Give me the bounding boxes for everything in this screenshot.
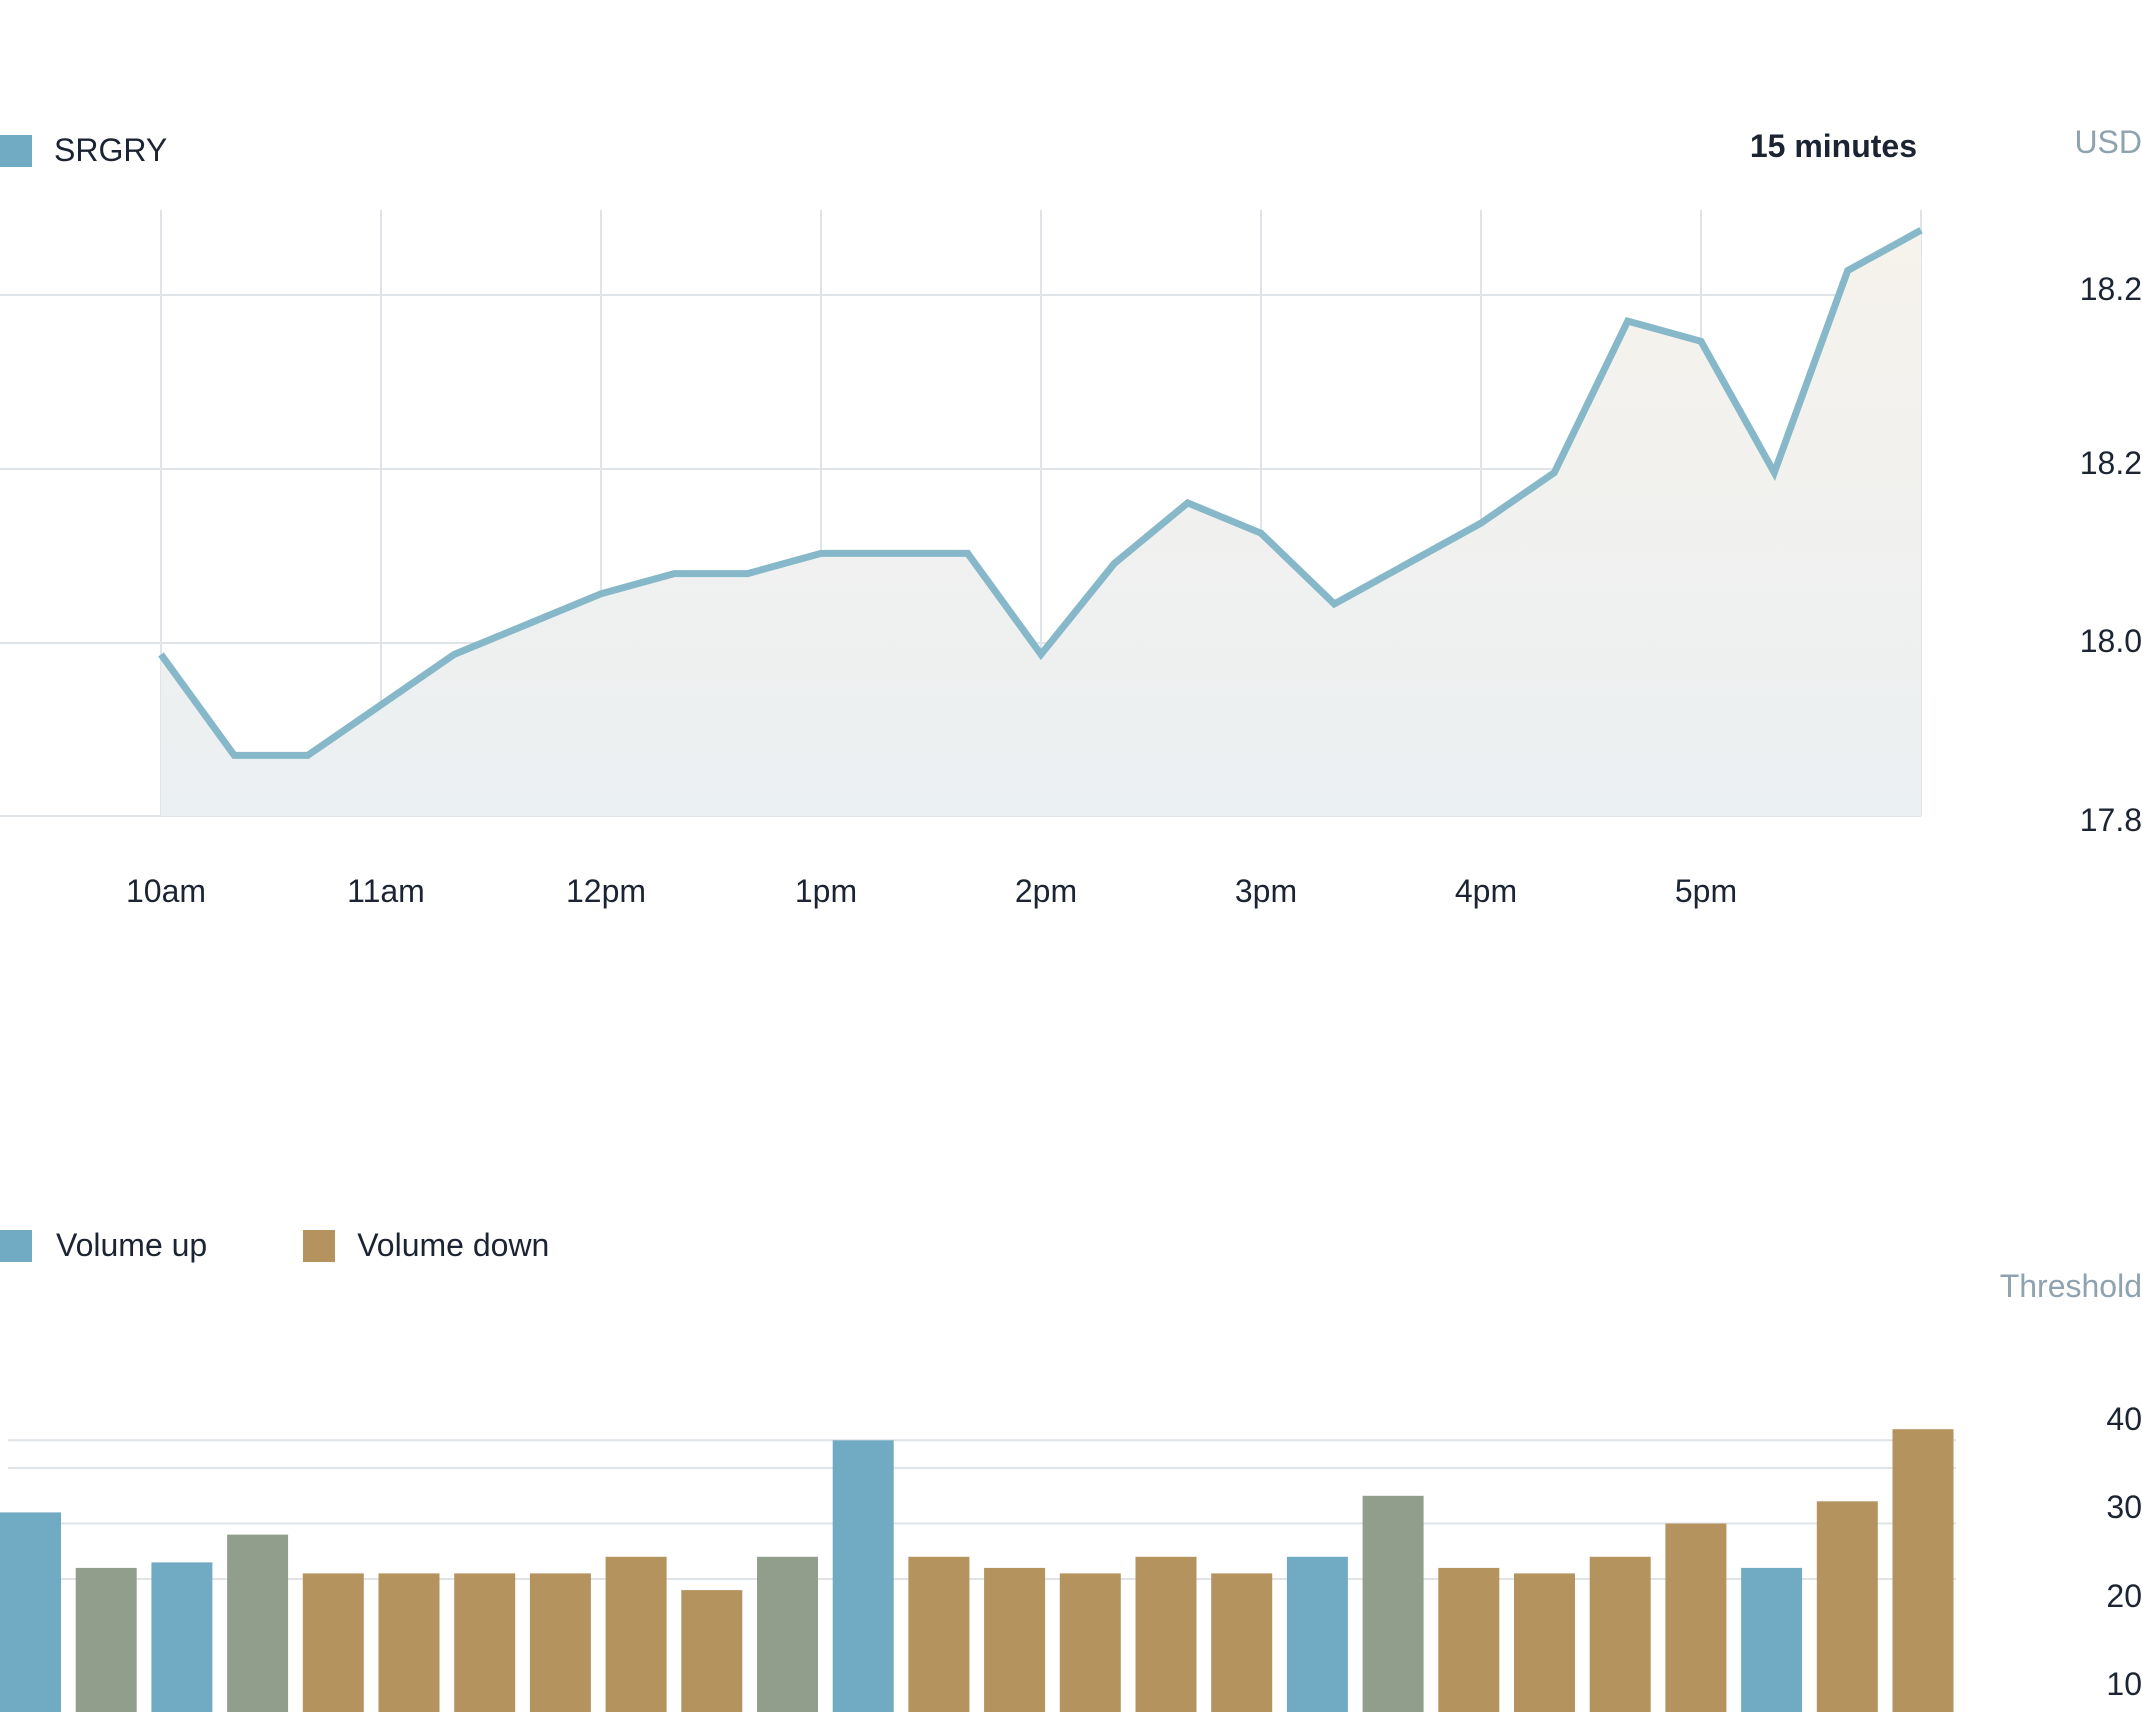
volume-bar [757,1556,818,1712]
price-legend: SRGRY [0,132,167,169]
volume-bar [378,1573,440,1712]
volume-bar [1286,1556,1348,1712]
volume-bar [1816,1501,1878,1712]
volume-grid [8,1439,1956,1580]
price-y-tick-label: 18.2 [2080,445,2142,481]
volume-y-tick-label: 20 [2106,1578,2142,1614]
volume-down-label: Volume down [357,1227,550,1263]
volume-bar [1362,1495,1424,1712]
volume-y-tick-label: 40 [2106,1401,2142,1437]
price-x-tick-label: 12pm [566,873,646,909]
volume-bar [984,1567,1046,1712]
volume-bar [681,1590,743,1712]
volume-bar [1059,1573,1121,1712]
volume-bars [0,1429,1954,1712]
price-chart: 10am 11am 12pm 1pm 2pm 3pm 4pm 5pm 18.2 18.2 18.0… [0,210,2142,909]
price-unit-label: USD [2074,124,2142,160]
volume-bar [1589,1556,1651,1712]
volume-bar [1135,1556,1197,1712]
price-x-tick-label: 11am [347,873,425,909]
volume-bar [1438,1567,1500,1712]
volume-bar [529,1573,591,1712]
price-y-tick-label: 18.2 [2080,271,2142,307]
volume-bar [1514,1573,1575,1712]
volume-legend: Volume up Volume down [0,1227,549,1264]
price-area [161,230,1921,816]
volume-axis-title: Threshold [1999,1268,2142,1304]
volume-y-axis: 40 30 20 10 [2106,1401,2142,1702]
volume-bar [302,1573,364,1712]
price-x-tick-label: 2pm [1015,873,1077,909]
price-line [158,227,1923,759]
volume-bar [454,1573,516,1712]
volume-bar [908,1556,970,1712]
volume-bar [1741,1567,1803,1712]
price-y-tick-label: 17.8 [2080,802,2142,838]
volume-y-tick-label: 10 [2106,1666,2142,1702]
interval-label: 15 minutes [1749,128,1917,164]
volume-bar [832,1440,894,1712]
price-x-tick-label: 10am [126,873,206,909]
volume-bar [75,1567,137,1712]
price-x-axis: 10am 11am 12pm 1pm 2pm 3pm 4pm 5pm [126,873,1737,909]
volume-bar [227,1534,289,1712]
price-y-axis: 18.2 18.2 18.0 17.8 [2080,271,2142,838]
volume-up-label: Volume up [56,1227,208,1263]
volume-bar [0,1512,61,1712]
price-legend-swatch [0,134,32,167]
price-y-tick-label: 18.0 [2080,623,2142,659]
volume-bar [1211,1573,1273,1712]
volume-y-tick-label: 30 [2106,1489,2142,1525]
price-legend-label: SRGRY [54,132,168,168]
price-x-tick-label: 5pm [1675,873,1737,909]
volume-bar [1892,1429,1954,1712]
volume-down-swatch [303,1229,336,1262]
volume-bar [151,1562,213,1712]
volume-up-swatch [0,1229,32,1262]
price-x-tick-label: 4pm [1455,873,1517,909]
volume-bar [1665,1523,1727,1712]
volume-bar [605,1556,667,1712]
volume-chart: 40 30 20 10 [0,1401,2142,1712]
price-x-tick-label: 1pm [795,873,857,909]
price-x-tick-label: 3pm [1235,873,1297,909]
